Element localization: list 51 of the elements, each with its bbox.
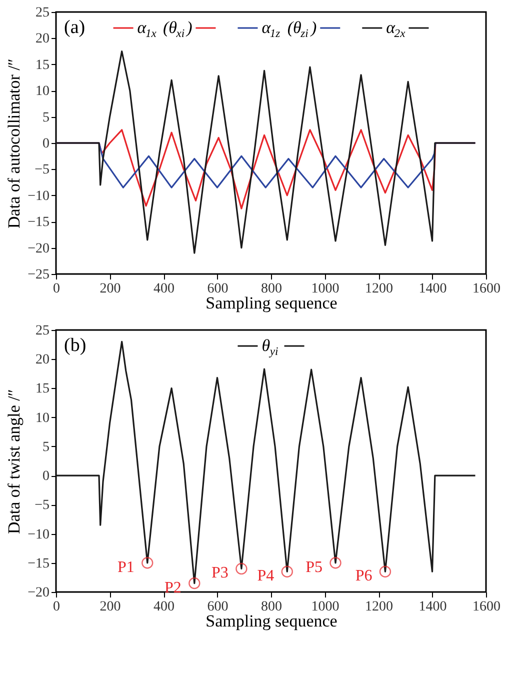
annotation: P6 bbox=[355, 568, 372, 585]
y-tick-label: 25 bbox=[36, 6, 50, 20]
y-tick-label: 25 bbox=[36, 324, 50, 338]
y-tick-label: 0 bbox=[42, 469, 50, 484]
x-tick-label: 600 bbox=[207, 600, 228, 614]
y-tick-label: −5 bbox=[34, 162, 50, 178]
y-tick-label: −15 bbox=[28, 215, 50, 230]
y-tick-label: 20 bbox=[36, 352, 50, 368]
x-tick-label: 1200 bbox=[365, 600, 393, 614]
x-tick-label: 800 bbox=[261, 282, 282, 296]
y-tick-label: 0 bbox=[42, 136, 50, 152]
y-tick-label: 15 bbox=[36, 382, 50, 397]
y-tick-label: −15 bbox=[28, 556, 50, 572]
y-tick-label: −10 bbox=[28, 188, 50, 204]
y-tick-label: 15 bbox=[36, 58, 50, 73]
annotation: P4 bbox=[257, 568, 274, 585]
y-tick-label: 5 bbox=[42, 110, 50, 126]
y-tick-label: −25 bbox=[28, 268, 50, 282]
x-tick-label: 0 bbox=[53, 600, 60, 614]
y-tick-label: −20 bbox=[28, 241, 50, 256]
y-tick-label: 5 bbox=[42, 440, 50, 455]
x-tick-label: 200 bbox=[100, 600, 121, 614]
y-tick-label: −20 bbox=[28, 586, 50, 600]
x-tick-label: 0 bbox=[53, 282, 60, 296]
x-tick-label: 400 bbox=[154, 600, 174, 614]
annotation: P5 bbox=[306, 558, 322, 576]
x-tick-label: 1000 bbox=[311, 600, 340, 614]
x-axis-title: Sampling sequence bbox=[206, 294, 338, 312]
y-tick-label: −10 bbox=[28, 527, 50, 542]
x-tick-label: 800 bbox=[261, 600, 282, 614]
x-tick-label: 1200 bbox=[365, 282, 393, 296]
x-tick-label: 1400 bbox=[418, 282, 447, 296]
x-tick-label: 1400 bbox=[418, 600, 447, 614]
x-axis-title: Sampling sequence bbox=[206, 612, 338, 630]
x-tick-label: 200 bbox=[100, 282, 121, 296]
y-tick-label: −5 bbox=[34, 498, 50, 514]
y-axis-title: Data of autocollimator /″ bbox=[4, 58, 24, 228]
x-tick-label: 1600 bbox=[472, 600, 500, 614]
x-tick-label: 600 bbox=[207, 282, 228, 296]
annotation: P3 bbox=[212, 564, 228, 582]
y-axis-title: Data of twist angle /″ bbox=[4, 389, 24, 534]
annotation: (a) bbox=[64, 17, 86, 38]
y-tick-label: 20 bbox=[36, 32, 50, 47]
x-tick-label: 400 bbox=[154, 282, 174, 296]
y-tick-label: 10 bbox=[36, 410, 50, 426]
line-series bbox=[55, 50, 476, 254]
x-tick-label: 1000 bbox=[311, 282, 340, 296]
y-tick-label: 10 bbox=[36, 84, 50, 100]
annotation: (b) bbox=[64, 335, 86, 356]
x-tick-label: 1600 bbox=[472, 282, 500, 296]
annotation: P1 bbox=[117, 558, 134, 576]
